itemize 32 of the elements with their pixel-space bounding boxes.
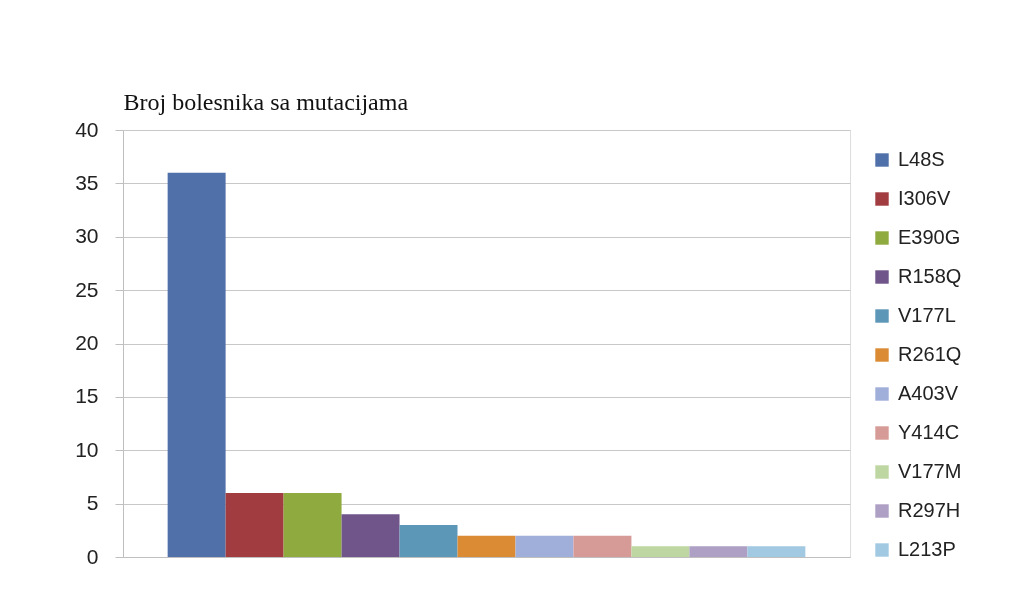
bar <box>515 535 574 557</box>
bar <box>747 546 806 557</box>
y-tick-label: 35 <box>75 170 99 194</box>
y-tick-label: 20 <box>75 331 99 354</box>
y-tick-label: 25 <box>75 277 99 301</box>
legend-label: R261Q <box>898 343 962 365</box>
bar <box>631 546 690 557</box>
y-tick-label: 10 <box>75 437 99 461</box>
bar <box>689 546 748 557</box>
legend-label: V177M <box>898 460 962 482</box>
bar <box>225 492 284 557</box>
legend-label: L213P <box>898 538 956 560</box>
legend-label: E390G <box>898 226 961 248</box>
legend-label: A403V <box>898 382 959 404</box>
legend-label: Y414C <box>898 421 960 443</box>
y-axis-title: Broj bolesnika sa mutacijama <box>123 88 409 115</box>
y-tick-label: 30 <box>75 224 99 248</box>
bar <box>573 535 632 557</box>
legend-label: I306V <box>898 187 951 209</box>
legend-label: R297H <box>898 499 961 521</box>
y-tick-label: 5 <box>86 491 99 515</box>
bar <box>283 492 342 557</box>
bar <box>167 172 226 557</box>
y-tick-label: 0 <box>86 544 99 568</box>
legend-label: R158Q <box>898 265 962 287</box>
legend-label: L48S <box>898 148 945 170</box>
bar <box>457 535 516 557</box>
y-tick-label: 40 <box>75 117 99 141</box>
y-tick-label: 15 <box>75 384 99 408</box>
bar <box>341 514 400 557</box>
legend-label: V177L <box>898 304 956 326</box>
bar <box>399 524 458 557</box>
